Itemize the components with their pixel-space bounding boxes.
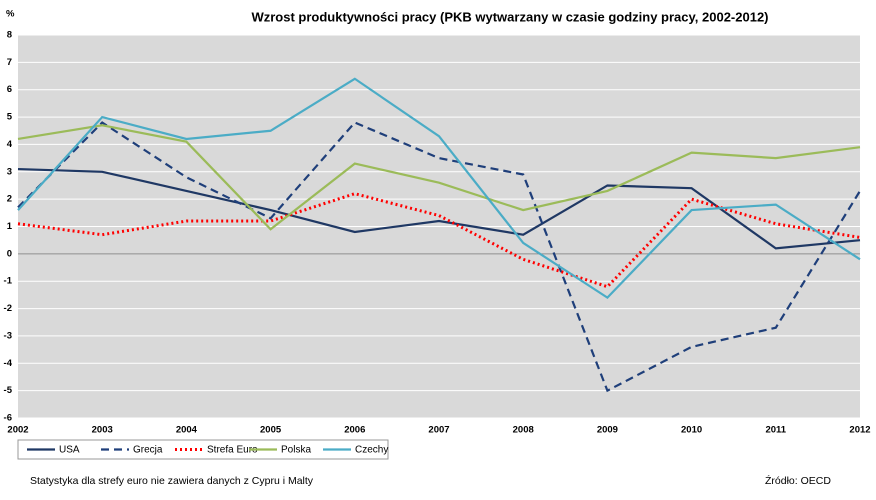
note: Statystyka dla strefy euro nie zawiera d… [30,475,314,487]
y-axis-label: % [6,9,15,20]
y-tick-label: -2 [4,303,12,314]
legend [17,439,389,460]
series-line [17,124,861,231]
x-tick-label: 2006 [344,425,365,436]
y-tick-label: 5 [7,112,13,123]
x-tick-label: 2004 [176,425,198,436]
legend-label: Grecja [133,445,163,456]
y-tick-label: -4 [4,358,13,369]
y-tick-label: 2 [7,194,12,205]
legend-label: Strefa Euro [207,445,258,456]
y-tick-label: -3 [4,330,12,341]
y-tick-label: 8 [7,30,12,41]
x-tick-label: 2008 [513,425,534,436]
x-tick-label: 2002 [7,425,28,436]
y-tick-label: -1 [4,276,13,287]
x-tick-label: 2010 [681,425,702,436]
legend-label: Czechy [355,445,388,456]
y-tick-label: 1 [7,221,13,232]
y-tick-label: 0 [7,248,12,259]
chart-title: Wzrost produktywności pracy (PKB wytwarz… [251,9,768,24]
y-tick-label: 7 [7,57,12,68]
legend-label: USA [59,445,80,456]
y-tick-label: 3 [7,166,12,177]
y-tick-label: 4 [7,139,13,150]
x-tick-label: 2009 [597,425,618,436]
source: Źródło: OECD [765,474,831,487]
y-tick-label: -6 [4,413,12,424]
series-line [17,77,861,300]
y-tick-label: -5 [4,385,13,396]
x-tick-label: 2007 [428,425,449,436]
legend-label: Polska [281,445,311,456]
y-tick-label: 6 [7,84,12,95]
x-tick-label: 2012 [849,425,870,436]
series-line [17,192,861,289]
x-tick-label: 2005 [260,425,282,436]
series-line [17,121,861,393]
x-tick-label: 2003 [92,425,113,436]
x-tick-label: 2011 [765,425,786,436]
